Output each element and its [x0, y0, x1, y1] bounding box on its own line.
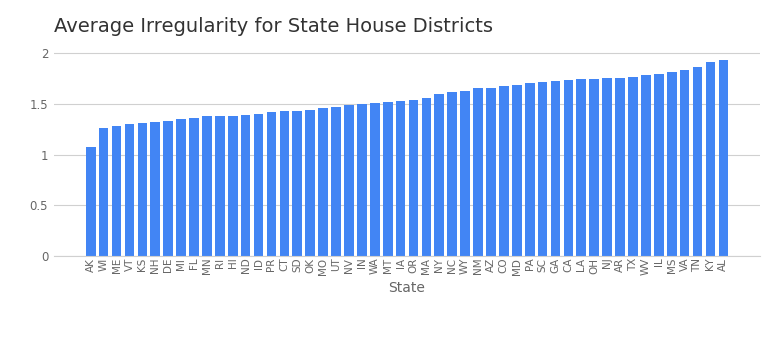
Bar: [473, 89, 483, 256]
Bar: [189, 118, 199, 256]
Bar: [435, 94, 444, 256]
Bar: [176, 119, 186, 256]
Bar: [382, 102, 392, 256]
Bar: [293, 111, 302, 256]
Bar: [460, 90, 470, 256]
Bar: [137, 123, 147, 256]
Bar: [602, 78, 612, 256]
Bar: [357, 104, 366, 256]
Bar: [266, 112, 276, 256]
Bar: [331, 107, 341, 256]
Bar: [615, 78, 625, 256]
Bar: [525, 83, 535, 256]
Bar: [164, 121, 173, 256]
Text: Average Irregularity for State House Districts: Average Irregularity for State House Dis…: [54, 17, 493, 36]
Bar: [280, 111, 290, 256]
Bar: [551, 82, 561, 256]
Bar: [228, 116, 237, 256]
Bar: [680, 70, 690, 256]
Bar: [589, 79, 599, 256]
Bar: [370, 103, 379, 256]
Bar: [448, 91, 457, 256]
Bar: [409, 100, 419, 256]
Bar: [486, 89, 496, 256]
Bar: [111, 126, 121, 256]
X-axis label: State: State: [389, 281, 425, 295]
Bar: [202, 116, 212, 256]
Bar: [86, 147, 95, 256]
Bar: [577, 79, 586, 256]
Bar: [151, 122, 160, 256]
Bar: [215, 116, 225, 256]
Bar: [628, 77, 638, 256]
Bar: [512, 85, 521, 256]
Bar: [538, 82, 548, 256]
Bar: [306, 110, 315, 256]
Bar: [99, 128, 108, 256]
Bar: [719, 60, 728, 256]
Bar: [344, 105, 354, 256]
Bar: [422, 98, 432, 256]
Bar: [564, 80, 573, 256]
Bar: [641, 75, 650, 256]
Bar: [667, 72, 677, 256]
Bar: [693, 67, 703, 256]
Bar: [318, 108, 328, 256]
Bar: [241, 115, 250, 256]
Bar: [396, 101, 406, 256]
Bar: [499, 87, 508, 256]
Bar: [124, 124, 134, 256]
Bar: [654, 74, 664, 256]
Bar: [706, 62, 715, 256]
Bar: [253, 114, 263, 256]
